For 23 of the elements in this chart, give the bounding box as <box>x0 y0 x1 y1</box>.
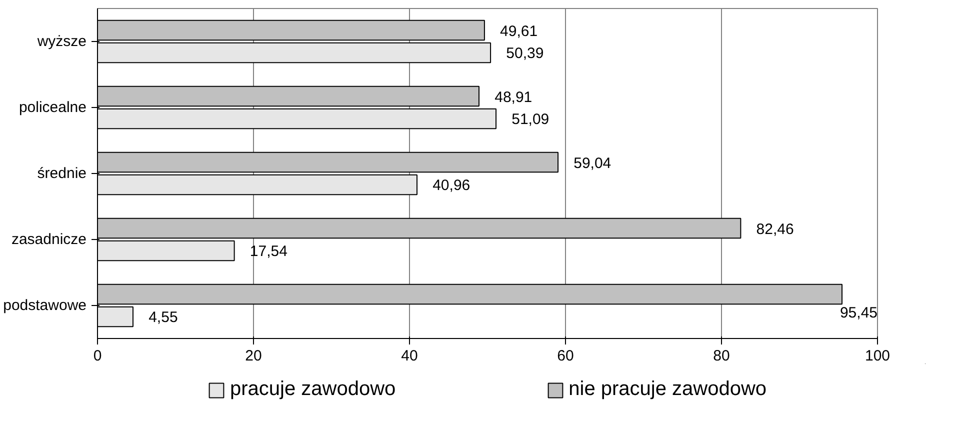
data-label: 51,09 <box>512 111 550 128</box>
data-label: 49,61 <box>500 22 538 40</box>
y-tick-label: wyższe <box>36 33 87 50</box>
x-tick-label: 40 <box>401 348 418 364</box>
x-tick-label: 60 <box>557 348 574 364</box>
data-label: 50,39 <box>506 45 544 62</box>
y-tick-label: średnie <box>37 165 87 182</box>
y-tick-label: zasadnicze <box>11 231 87 248</box>
x-tick-label: 80 <box>713 348 730 364</box>
data-label: 40,96 <box>432 177 470 194</box>
legend-label: nie pracuje zawodowo <box>568 378 767 401</box>
data-label: 95,45 <box>840 304 878 322</box>
y-tick-label: policealne <box>18 99 87 116</box>
x-tick-label: 100 <box>864 348 890 364</box>
legend-label: pracuje zawodowo <box>230 378 396 401</box>
data-label: 48,91 <box>494 88 532 106</box>
data-label: 82,46 <box>756 220 794 238</box>
data-label: 59,04 <box>574 154 612 172</box>
y-tick-label: podstawowe <box>3 297 87 314</box>
data-label: 17,54 <box>250 243 288 260</box>
x-tick-label: 0 <box>93 348 102 364</box>
data-label: 4,55 <box>148 309 178 326</box>
x-tick-label: 20 <box>245 348 262 364</box>
